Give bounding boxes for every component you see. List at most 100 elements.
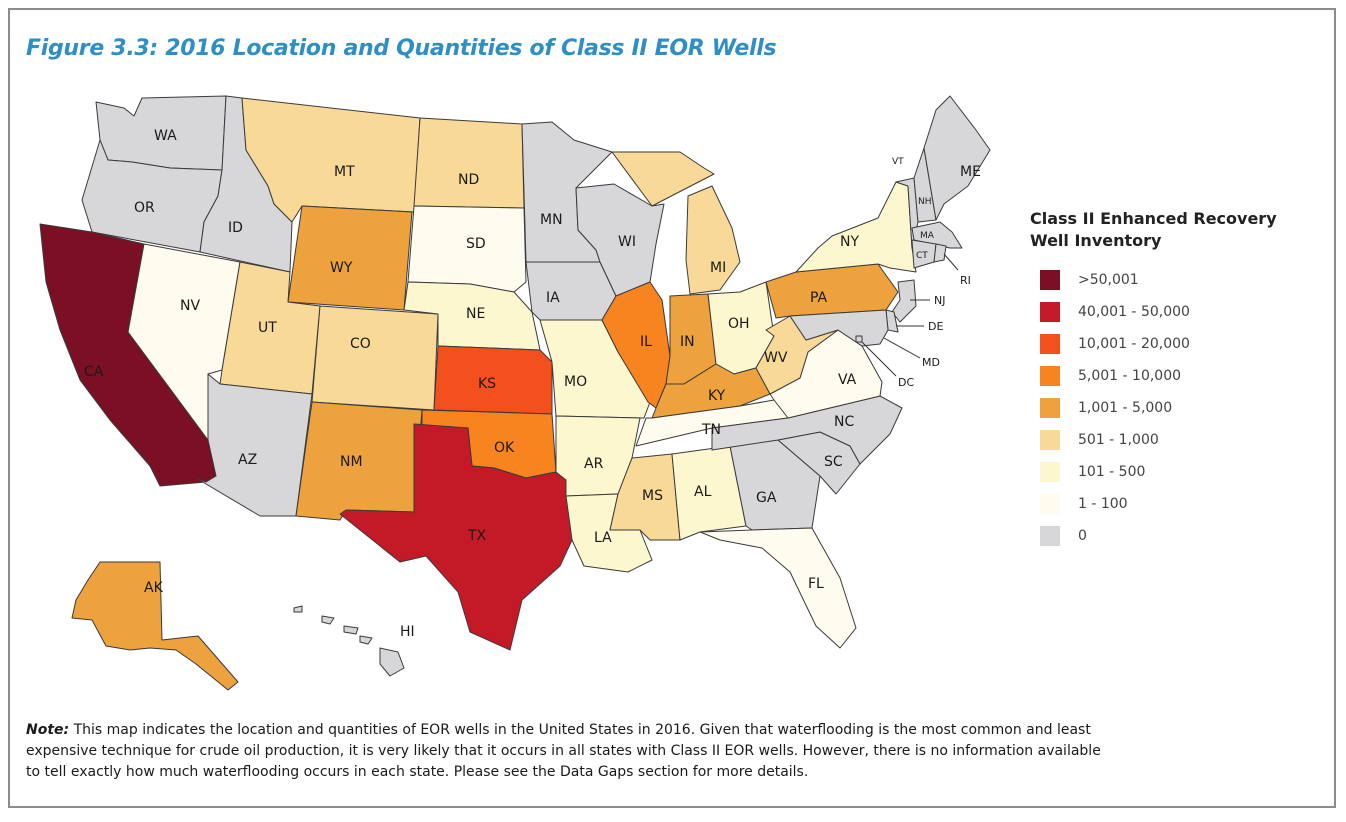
- legend-label: 5,001 - 10,000: [1078, 368, 1182, 384]
- legend-swatch: [1040, 334, 1060, 354]
- label-OR: OR: [134, 200, 155, 216]
- label-PA: PA: [810, 290, 828, 306]
- state-FL[interactable]: [699, 527, 857, 649]
- legend-swatch: [1040, 526, 1060, 546]
- legend-item: 101 - 500: [1030, 456, 1330, 488]
- label-AZ: AZ: [238, 452, 257, 468]
- state-PA[interactable]: [765, 263, 899, 319]
- note-text: This map indicates the location and quan…: [26, 722, 1101, 780]
- figure-title: Figure 3.3: 2016 Location and Quantities…: [26, 36, 777, 61]
- label-MA: MA: [920, 231, 935, 241]
- label-WI: WI: [618, 234, 636, 250]
- state-CO[interactable]: [311, 305, 439, 411]
- state-HI[interactable]: [293, 605, 405, 677]
- legend-swatch: [1040, 302, 1060, 322]
- state-AZ[interactable]: [195, 373, 313, 517]
- state-TX[interactable]: [339, 423, 573, 651]
- label-OH: OH: [728, 316, 750, 332]
- label-WY: WY: [330, 260, 353, 276]
- state-ME[interactable]: [923, 95, 991, 221]
- legend-swatch: [1040, 270, 1060, 290]
- legend-item: >50,001: [1030, 264, 1330, 296]
- label-MN: MN: [540, 212, 563, 228]
- label-VT: VT: [892, 157, 904, 167]
- legend-item: 40,001 - 50,000: [1030, 296, 1330, 328]
- label-NC: NC: [834, 414, 854, 430]
- label-NJ: NJ: [934, 294, 945, 307]
- label-MS: MS: [642, 488, 663, 504]
- state-KS[interactable]: [433, 345, 553, 415]
- label-DE: DE: [928, 320, 943, 333]
- legend-item: 1,001 - 5,000: [1030, 392, 1330, 424]
- label-FL: FL: [808, 576, 824, 592]
- legend-label: 1 - 100: [1078, 496, 1128, 512]
- label-VA: VA: [838, 372, 857, 388]
- label-ND: ND: [458, 172, 479, 188]
- label-CO: CO: [350, 336, 371, 352]
- legend-item: 1 - 100: [1030, 488, 1330, 520]
- state-MI[interactable]: [611, 151, 741, 295]
- state-NC[interactable]: [711, 395, 903, 465]
- legend-label: >50,001: [1078, 272, 1139, 288]
- state-MD[interactable]: [789, 309, 889, 347]
- state-NY[interactable]: [795, 181, 917, 273]
- label-NH: NH: [918, 197, 932, 207]
- label-CT: CT: [916, 251, 928, 261]
- state-ND[interactable]: [413, 117, 525, 209]
- label-KY: KY: [708, 388, 726, 404]
- legend-label: 101 - 500: [1078, 464, 1146, 480]
- label-ME: ME: [960, 164, 981, 180]
- label-NM: NM: [340, 454, 363, 470]
- legend-title: Class II Enhanced Recovery Well Inventor…: [1030, 208, 1330, 252]
- label-WA: WA: [154, 128, 177, 144]
- legend-item: 10,001 - 20,000: [1030, 328, 1330, 360]
- state-IA[interactable]: [525, 261, 617, 321]
- state-AK[interactable]: [71, 561, 239, 691]
- note: Note: This map indicates the location an…: [26, 720, 1116, 783]
- label-IL: IL: [640, 334, 652, 350]
- label-NY: NY: [840, 234, 859, 250]
- label-UT: UT: [258, 320, 277, 336]
- label-MT: MT: [334, 164, 355, 180]
- label-AL: AL: [694, 484, 712, 500]
- legend-swatch: [1040, 494, 1060, 514]
- label-IN: IN: [680, 334, 695, 350]
- legend-swatch: [1040, 430, 1060, 450]
- legend-title-line2: Well Inventory: [1030, 231, 1162, 250]
- label-NE: NE: [466, 306, 485, 322]
- legend-title-line1: Class II Enhanced Recovery: [1030, 209, 1277, 228]
- label-TX: TX: [467, 528, 487, 544]
- legend-swatch: [1040, 462, 1060, 482]
- label-MD: MD: [922, 356, 940, 369]
- label-GA: GA: [756, 490, 777, 506]
- legend-item: 0: [1030, 520, 1330, 552]
- state-DC[interactable]: [855, 335, 863, 343]
- label-SD: SD: [466, 236, 486, 252]
- legend-swatch: [1040, 398, 1060, 418]
- legend-label: 40,001 - 50,000: [1078, 304, 1190, 320]
- state-RI[interactable]: [933, 243, 947, 263]
- legend-label: 0: [1078, 528, 1087, 544]
- label-LA: LA: [594, 530, 612, 546]
- label-NV: NV: [180, 298, 200, 314]
- legend: Class II Enhanced Recovery Well Inventor…: [1030, 208, 1330, 552]
- label-RI: RI: [960, 274, 971, 287]
- label-DC: DC: [898, 376, 914, 389]
- state-WY[interactable]: [287, 205, 413, 311]
- label-WV: WV: [764, 350, 788, 366]
- state-NJ[interactable]: [891, 279, 917, 323]
- label-SC: SC: [824, 454, 843, 470]
- label-MO: MO: [564, 374, 587, 390]
- label-ID: ID: [228, 220, 243, 236]
- label-CA: CA: [84, 364, 104, 380]
- label-MI: MI: [710, 260, 726, 276]
- label-OK: OK: [494, 440, 515, 456]
- label-HI: HI: [400, 624, 415, 640]
- legend-item: 5,001 - 10,000: [1030, 360, 1330, 392]
- label-AK: AK: [144, 580, 164, 596]
- legend-swatch: [1040, 366, 1060, 386]
- legend-items: >50,001 40,001 - 50,000 10,001 - 20,000 5,0…: [1030, 264, 1330, 552]
- legend-label: 10,001 - 20,000: [1078, 336, 1190, 352]
- label-TN: TN: [701, 422, 721, 438]
